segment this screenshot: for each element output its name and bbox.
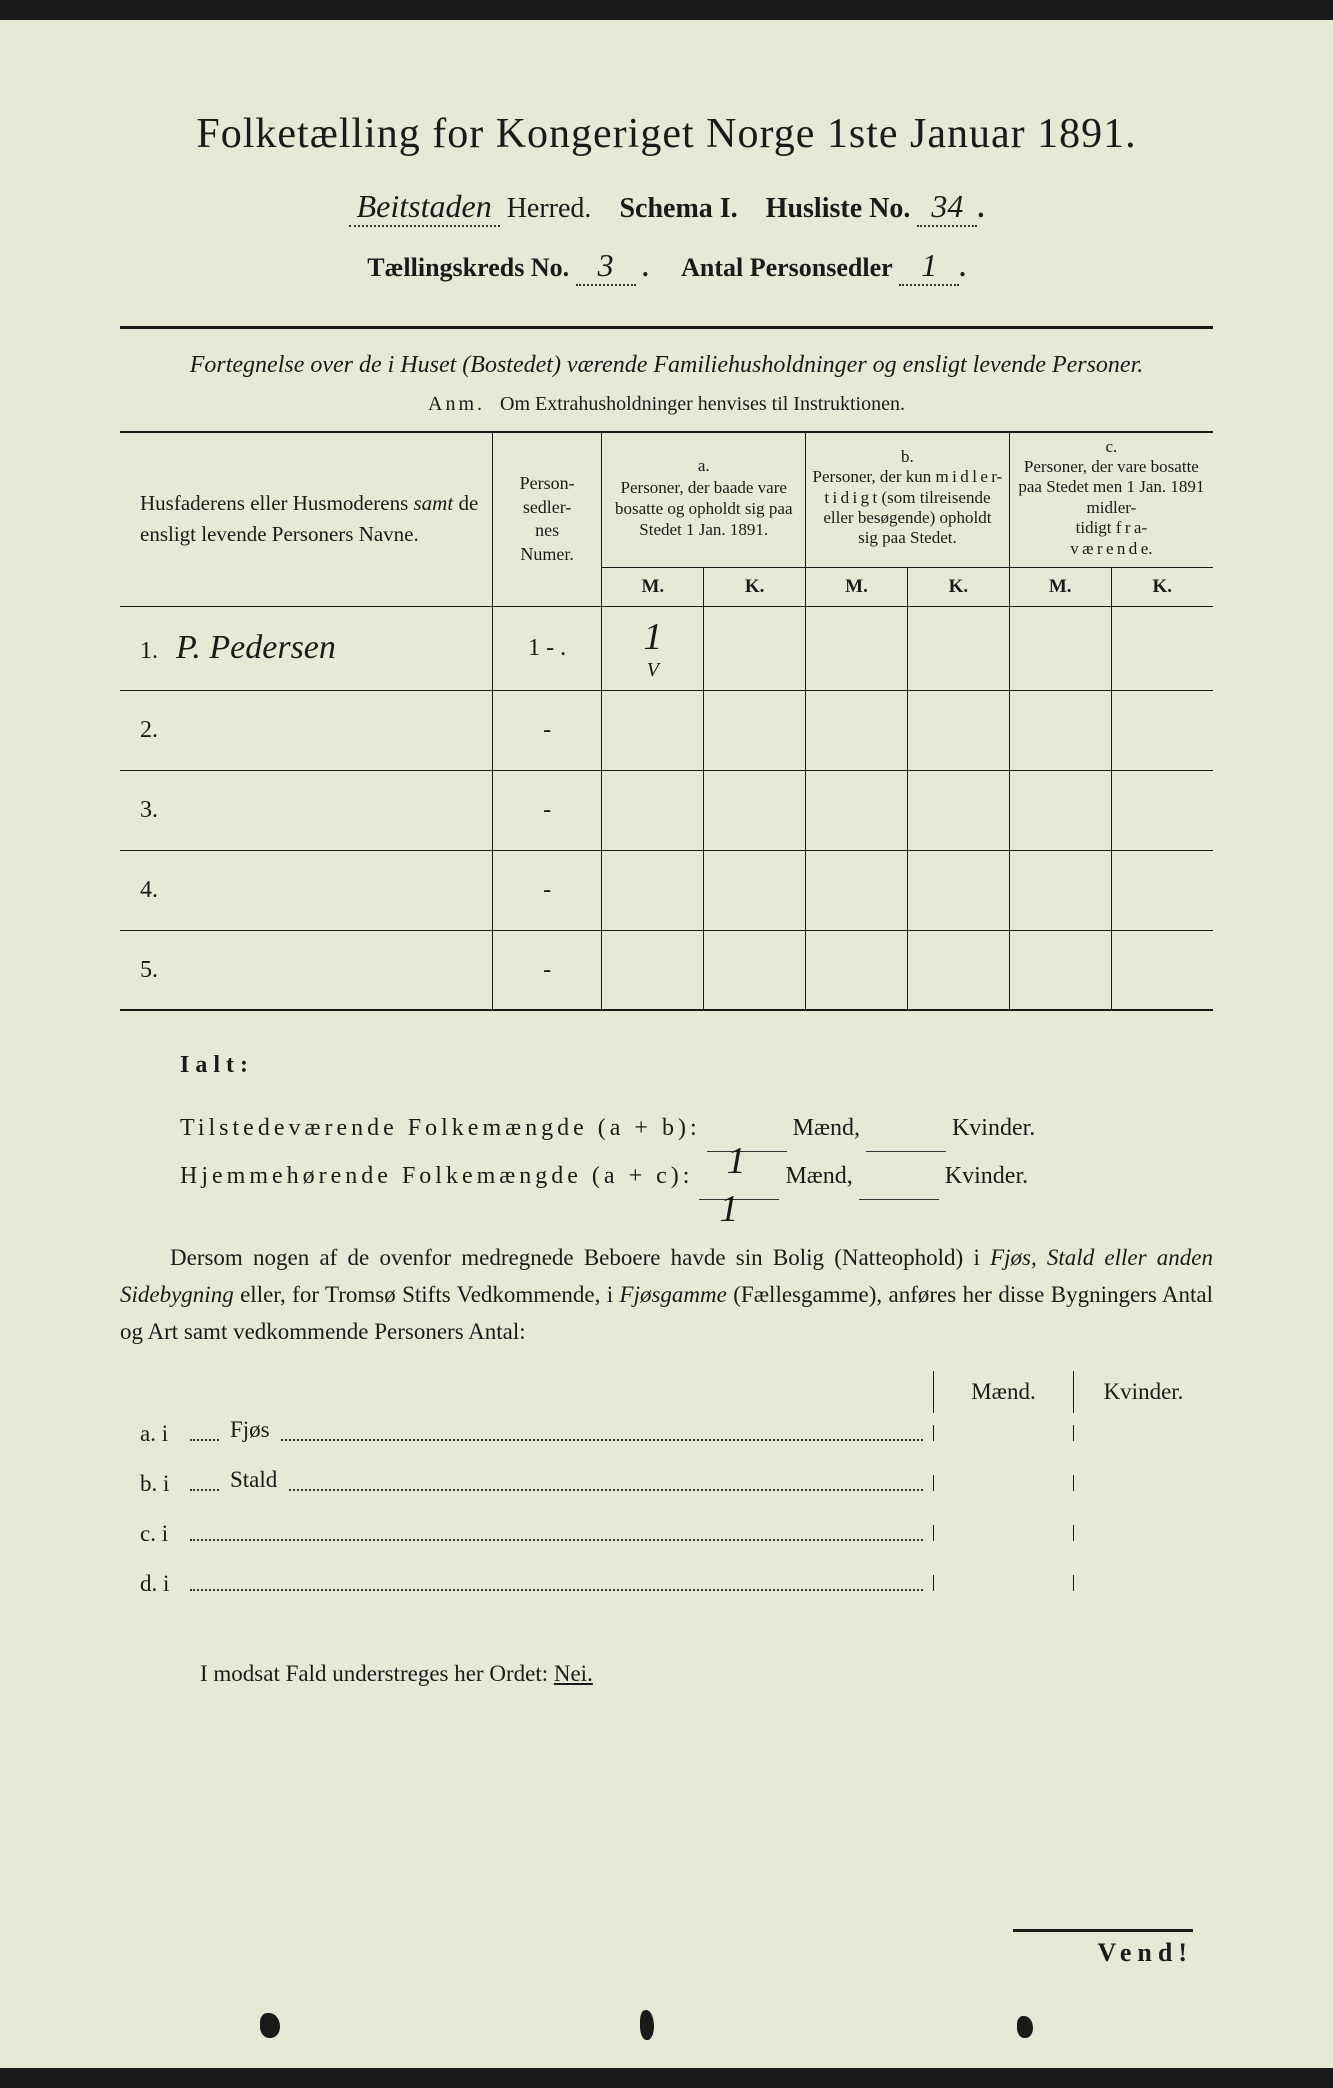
schema-label: Schema I. [619, 193, 737, 224]
header-line-2: Tællingskreds No. 3 . Antal Personsedler… [120, 247, 1213, 286]
kvinder-label: Kvinder. [952, 1115, 1035, 1141]
th-c-m: M. [1009, 567, 1111, 606]
th-num: Person-sedler-nesNumer. [492, 432, 602, 607]
row-name: P. Pedersen [176, 629, 336, 666]
sum-label-1: Tilstedeværende Folkemængde (a + b): [180, 1115, 701, 1141]
bldg-label: Stald [220, 1467, 287, 1493]
page-title: Folketælling for Kongeriget Norge 1ste J… [120, 110, 1213, 158]
bldg-key: b. i [120, 1471, 180, 1497]
herred-handwritten: Beitstaden [349, 188, 500, 227]
anm-text: Om Extrahusholdninger henvises til Instr… [500, 393, 905, 415]
th-c-top: c. [1016, 437, 1207, 457]
th-b-m: M. [806, 567, 908, 606]
ialt-label: Ialt: [180, 1041, 1213, 1089]
th-a-top: a. [608, 455, 799, 476]
herred-label: Herred. [507, 193, 592, 224]
divider-1 [120, 326, 1213, 329]
ink-blot [260, 2013, 280, 2038]
row-am: 1V [602, 606, 704, 690]
th-a-k: K. [704, 567, 806, 606]
sum-label-2: Hjemmehørende Folkemængde (a + c): [180, 1163, 693, 1189]
bldg-row: d. i [120, 1571, 1213, 1621]
th-b: b. Personer, der kun m i d l e r-t i d i… [806, 432, 1010, 568]
th-a: a. Personer, der baade vare bosatte og o… [602, 432, 806, 568]
bldg-row: c. i [120, 1521, 1213, 1571]
th-b-k: K. [907, 567, 1009, 606]
th-c-k: K. [1111, 567, 1213, 606]
maend-label: Mænd, [793, 1115, 860, 1141]
bldg-row: b. i Stald [120, 1471, 1213, 1521]
ink-blot [640, 2010, 654, 2040]
census-form-page: Folketælling for Kongeriget Norge 1ste J… [0, 20, 1333, 2068]
main-table: Husfaderens eller Husmoderens samt de en… [120, 431, 1213, 1012]
total-line-2: Hjemmehørende Folkemængde (a + c): 1 Mæn… [180, 1152, 1213, 1200]
ink-blot [1017, 2016, 1033, 2038]
bldg-label: Fjøs [220, 1417, 280, 1443]
bldg-key: d. i [120, 1571, 180, 1597]
table-row: 1. P. Pedersen 1 - . 1V [120, 606, 1213, 690]
row-pnum: - [492, 690, 602, 770]
row-num: 1. [140, 638, 170, 665]
bldg-maend: Mænd. [934, 1371, 1074, 1413]
totals-section: Ialt: Tilstedeværende Folkemængde (a + b… [180, 1041, 1213, 1200]
row-pnum: - [492, 770, 602, 850]
nei-line: I modsat Fald understreges her Ordet: Ne… [200, 1661, 1213, 1687]
paragraph: Dersom nogen af de ovenfor medregnede Be… [120, 1240, 1213, 1350]
row-num: 2. [140, 717, 170, 744]
th-name: Husfaderens eller Husmoderens samt de en… [120, 432, 492, 607]
th-a-m: M. [602, 567, 704, 606]
row-num: 3. [140, 797, 170, 824]
th-a-text: Personer, der baade vare bosatte og opho… [608, 477, 799, 541]
anm-label: Anm. [428, 393, 485, 415]
bldg-row: a. i Fjøs [120, 1421, 1213, 1471]
sum2-m: 1 [719, 1171, 738, 1247]
kvinder-label: Kvinder. [945, 1163, 1028, 1189]
husliste-no: 34 [917, 188, 977, 227]
table-row: 4. - [120, 850, 1213, 930]
table-body: 1. P. Pedersen 1 - . 1V 2. - 3. - 4. - [120, 606, 1213, 1010]
table-row: 3. - [120, 770, 1213, 850]
vend-label: Vend! [1013, 1929, 1193, 1968]
subtitle: Fortegnelse over de i Huset (Bostedet) v… [120, 349, 1213, 383]
nei-text: I modsat Fald understreges her Ordet: [200, 1661, 548, 1686]
row-num: 4. [140, 877, 170, 904]
kreds-label: Tællingskreds No. [367, 253, 569, 282]
table-row: 5. - [120, 930, 1213, 1010]
header-line-1: Beitstaden Herred. Schema I. Husliste No… [120, 188, 1213, 227]
th-c: c. Personer, der vare bosatte paa Stedet… [1009, 432, 1213, 568]
nei-word: Nei. [554, 1661, 593, 1686]
kreds-no: 3 [576, 247, 636, 286]
anm-line: Anm. Om Extrahusholdninger henvises til … [120, 393, 1213, 416]
th-b-top: b. [812, 447, 1003, 467]
sedler-no: 1 [899, 247, 959, 286]
table-row: 2. - [120, 690, 1213, 770]
row-pnum: - [492, 930, 602, 1010]
total-line-1: Tilstedeværende Folkemængde (a + b): 1 M… [180, 1104, 1213, 1152]
husliste-label: Husliste No. [766, 193, 911, 224]
row-pnum: - [492, 850, 602, 930]
bldg-key: c. i [120, 1521, 180, 1547]
bldg-kvinder: Kvinder. [1074, 1371, 1213, 1413]
sedler-label: Antal Personsedler [681, 253, 893, 282]
row-pnum: 1 - . [492, 606, 602, 690]
bldg-key: a. i [120, 1421, 180, 1447]
building-section: Mænd. Kvinder. a. i Fjøs b. i Stald c. i… [120, 1371, 1213, 1621]
bldg-header: Mænd. Kvinder. [120, 1371, 1213, 1413]
row-num: 5. [140, 957, 170, 984]
maend-label: Mænd, [785, 1163, 852, 1189]
